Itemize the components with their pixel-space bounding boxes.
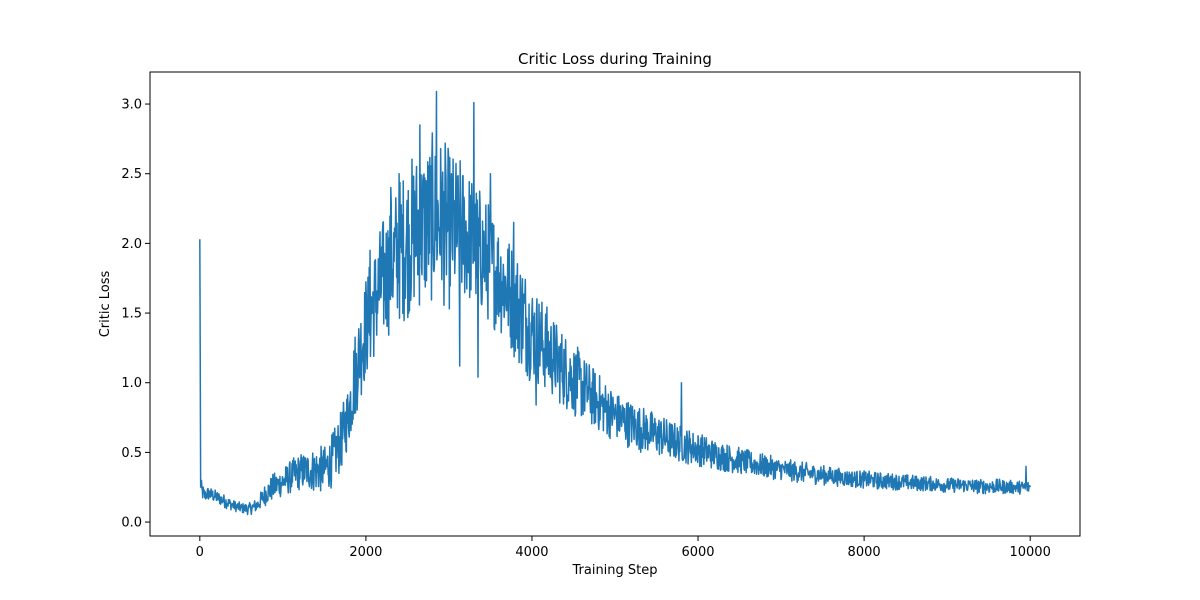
x-axis-label: Training Step	[571, 563, 657, 578]
y-tick-label: 1.0	[121, 376, 142, 391]
y-tick-label: 0.0	[121, 516, 142, 531]
critic-loss-line	[199, 90, 1031, 516]
y-tick-label: 2.0	[121, 237, 142, 252]
x-tick-label: 8000	[848, 545, 881, 560]
series-layer	[199, 90, 1031, 516]
y-axis: 0.0 0.5 1.0 1.5 2.0 2.5 3.0	[121, 98, 150, 531]
y-tick-label: 0.5	[121, 446, 142, 461]
y-tick-label: 3.0	[121, 98, 142, 113]
y-tick-label: 1.5	[121, 307, 142, 322]
plot-area	[149, 71, 1081, 537]
y-tick-label: 2.5	[121, 167, 142, 182]
x-tick-label: 4000	[515, 545, 548, 560]
x-tick-label: 10000	[1009, 545, 1050, 560]
y-axis-label: Critic Loss	[98, 271, 113, 338]
x-tick-label: 2000	[349, 545, 382, 560]
chart-title: Critic Loss during Training	[518, 50, 712, 68]
x-tick-label: 0	[196, 545, 204, 560]
x-axis: 0 2000 4000 6000 8000 10000	[196, 536, 1051, 560]
x-tick-label: 6000	[681, 545, 714, 560]
plot-frame	[149, 71, 1081, 537]
